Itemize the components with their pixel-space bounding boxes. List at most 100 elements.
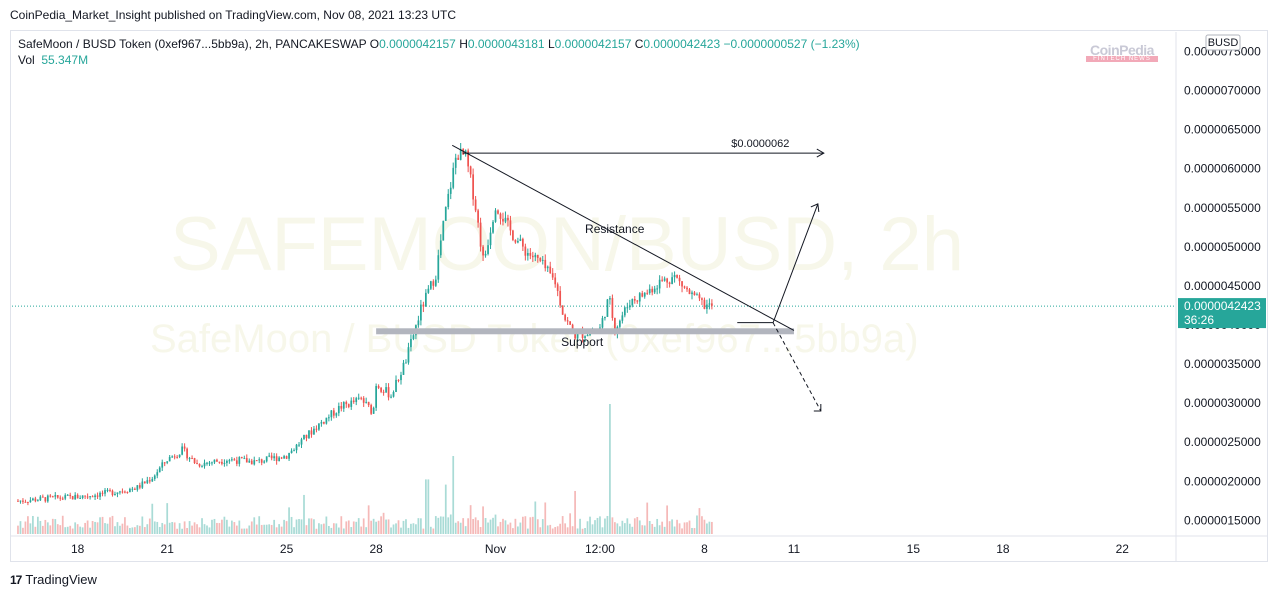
volume-bar: [158, 526, 161, 534]
candle-body: [96, 495, 99, 497]
target-label: $0.0000062: [731, 138, 789, 150]
candle-body: [489, 232, 492, 246]
candle-body: [477, 210, 479, 223]
volume-bar: [96, 522, 99, 534]
candle-body: [502, 218, 504, 222]
candle-body: [653, 288, 656, 293]
candle-body: [173, 456, 176, 458]
candle-body: [601, 318, 604, 328]
candle-body: [429, 281, 432, 289]
candle-body: [131, 488, 134, 490]
candle-body: [569, 321, 571, 325]
volume-bar: [66, 526, 69, 534]
candle-body: [686, 287, 688, 290]
volume-bar: [186, 527, 188, 534]
volume-bar: [263, 524, 266, 534]
candle-body: [574, 330, 576, 339]
volume-bar: [22, 527, 24, 534]
candle-body: [512, 230, 514, 240]
volume-bar: [166, 503, 169, 534]
volume-bar: [64, 527, 67, 534]
volume-bar: [223, 516, 226, 534]
volume-bar: [308, 518, 310, 534]
volume-bar: [345, 521, 348, 534]
candle-body: [420, 304, 422, 321]
volume-bar: [24, 521, 27, 534]
candle-body: [377, 386, 380, 388]
volume-bar: [698, 508, 701, 534]
volume-bar: [564, 523, 567, 534]
volume-bar: [444, 484, 447, 534]
symbol-title[interactable]: SafeMoon / BUSD Token (0xef967...5bb9a),…: [18, 37, 367, 51]
volume-bar: [89, 527, 91, 534]
volume-bar: [519, 522, 522, 534]
volume-bar: [106, 523, 109, 534]
volume-bar: [260, 524, 263, 534]
volume-bar: [711, 521, 713, 534]
candle-body: [94, 495, 96, 498]
volume-bar: [701, 516, 703, 534]
candle-body: [417, 320, 420, 326]
candle-body: [61, 498, 64, 500]
volume-bar: [377, 520, 380, 534]
volume-bar: [300, 519, 303, 534]
candle-body: [701, 298, 703, 300]
candle-body: [711, 303, 713, 306]
volume-bar: [656, 518, 659, 534]
volume-bar: [681, 528, 683, 534]
volume-bar: [531, 516, 534, 534]
candle-body: [370, 405, 373, 414]
volume-bar: [121, 523, 124, 534]
volume-bar: [434, 516, 437, 534]
candle-body: [554, 277, 557, 285]
candle-body: [658, 279, 661, 289]
candle-body: [158, 467, 161, 473]
volume-bar: [337, 527, 340, 534]
volume-bar: [76, 524, 79, 534]
candle-body: [457, 157, 460, 160]
candle-body: [706, 304, 708, 309]
tradingview-footer[interactable]: 17 TradingView: [10, 572, 97, 587]
last-price-timer: 36:26: [1184, 313, 1214, 327]
y-tick-label: 0.0000030000: [1184, 396, 1261, 410]
volume-bar: [402, 520, 405, 534]
candle-body: [260, 459, 263, 463]
candle-body: [459, 148, 462, 160]
bearish-arrow-line: [772, 322, 822, 412]
x-tick-label: 22: [1116, 542, 1130, 556]
volume-bar: [168, 522, 171, 534]
candle-body: [372, 407, 375, 414]
candle-body: [19, 500, 22, 502]
volume-bar: [323, 523, 325, 534]
volume-bar: [218, 523, 221, 534]
chart-legend: SafeMoon / BUSD Token (0xef967...5bb9a),…: [18, 36, 860, 67]
candle-body: [218, 461, 221, 463]
candle-body: [479, 222, 482, 247]
candle-body: [621, 315, 624, 321]
candle-body: [472, 174, 474, 200]
candle-body: [439, 240, 442, 256]
volume-bar: [517, 526, 519, 534]
volume-bar: [504, 520, 507, 534]
volume-bar: [41, 525, 44, 534]
volume-bar: [171, 522, 174, 534]
volume-bar: [631, 526, 634, 534]
volume-bar: [571, 526, 574, 534]
candle-body: [531, 255, 534, 258]
x-tick-label: 12:00: [585, 542, 615, 556]
candle-body: [183, 446, 186, 449]
volume-bar: [539, 527, 542, 534]
volume-bar: [79, 526, 82, 534]
candle-body: [661, 279, 664, 281]
volume-bar: [193, 522, 196, 534]
volume-bar: [385, 519, 387, 534]
candle-body: [188, 458, 191, 460]
volume-bar: [626, 518, 629, 534]
candle-body: [56, 495, 59, 498]
candle-body: [400, 374, 402, 381]
volume-bar: [604, 518, 606, 534]
volume-bar: [676, 519, 678, 534]
candle-body: [492, 221, 494, 233]
candle-body: [395, 379, 397, 393]
